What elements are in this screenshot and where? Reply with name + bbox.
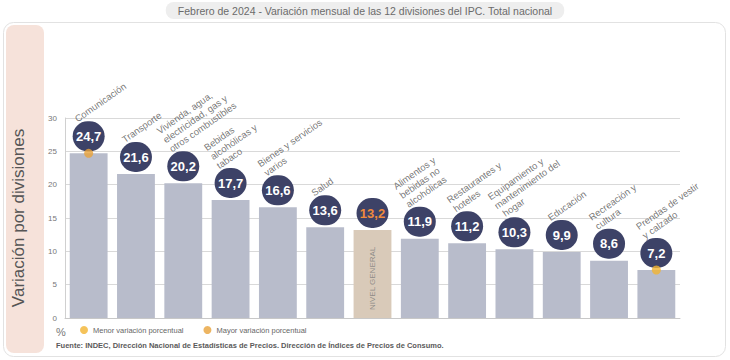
svg-text:electricidad, gas y: electricidad, gas y xyxy=(160,91,232,146)
svg-text:16,6: 16,6 xyxy=(265,183,290,198)
svg-text:%: % xyxy=(56,326,66,338)
svg-text:hoteles: hoteles xyxy=(451,187,483,214)
svg-text:7,2: 7,2 xyxy=(647,246,665,261)
svg-text:0: 0 xyxy=(53,314,58,323)
svg-text:mantenimiento del: mantenimiento del xyxy=(492,158,562,212)
svg-text:Recreación y: Recreación y xyxy=(586,180,641,223)
svg-text:Salud: Salud xyxy=(309,175,335,198)
svg-text:Transporte: Transporte xyxy=(119,109,164,145)
svg-text:bebidas no: bebidas no xyxy=(397,163,444,201)
svg-text:Menor variación porcentual: Menor variación porcentual xyxy=(93,326,184,335)
svg-text:13,6: 13,6 xyxy=(313,203,338,218)
svg-text:5: 5 xyxy=(53,280,58,289)
svg-text:11,2: 11,2 xyxy=(455,219,480,234)
svg-text:9,9: 9,9 xyxy=(553,228,571,243)
svg-text:alcohólicas: alcohólicas xyxy=(404,173,449,209)
svg-text:20: 20 xyxy=(48,180,57,189)
svg-text:30: 30 xyxy=(48,114,57,123)
svg-text:cultura: cultura xyxy=(593,206,623,232)
svg-text:alcohólicas y: alcohólicas y xyxy=(208,120,262,162)
svg-text:Equipamiento y: Equipamiento y xyxy=(485,154,548,203)
svg-text:otros combustibles: otros combustibles xyxy=(167,99,239,155)
svg-text:Variación por divisiones: Variación por divisiones xyxy=(9,129,28,307)
svg-text:24,7: 24,7 xyxy=(76,129,101,144)
svg-text:tabaco: tabaco xyxy=(214,145,244,170)
svg-text:Comunicación: Comunicación xyxy=(73,81,129,125)
svg-text:Restaurantes y: Restaurantes y xyxy=(444,158,506,206)
svg-text:Prendas de vestir: Prendas de vestir xyxy=(633,178,703,232)
svg-text:Vivienda, agua,: Vivienda, agua, xyxy=(154,88,217,137)
svg-text:Educación: Educación xyxy=(546,188,589,222)
svg-text:Bebidas: Bebidas xyxy=(201,122,239,153)
svg-text:varios: varios xyxy=(262,155,289,179)
svg-text:25: 25 xyxy=(48,147,57,156)
svg-text:8,6: 8,6 xyxy=(600,236,618,251)
svg-text:21,6: 21,6 xyxy=(123,150,148,165)
svg-text:hogar: hogar xyxy=(498,196,526,220)
svg-text:15: 15 xyxy=(48,214,57,223)
svg-text:Fuente: INDEC, Dirección Nacio: Fuente: INDEC, Dirección Nacional de Est… xyxy=(56,341,444,350)
svg-text:Alimentos y: Alimentos y xyxy=(391,152,440,192)
svg-text:13,2: 13,2 xyxy=(360,206,385,221)
svg-text:20,2: 20,2 xyxy=(171,159,196,174)
svg-text:Febrero de 2024 - Variación me: Febrero de 2024 - Variación mensual de l… xyxy=(178,5,552,17)
svg-text:y calzado: y calzado xyxy=(640,209,679,241)
svg-text:10,3: 10,3 xyxy=(502,225,527,240)
svg-text:Bienes y servicios: Bienes y servicios xyxy=(255,115,326,169)
svg-text:10: 10 xyxy=(48,247,57,256)
svg-text:Mayor variación porcentual: Mayor variación porcentual xyxy=(216,326,306,335)
svg-text:NIVEL GENERAL: NIVEL GENERAL xyxy=(368,246,377,310)
svg-text:17,7: 17,7 xyxy=(218,176,243,191)
svg-text:11,9: 11,9 xyxy=(408,214,433,229)
